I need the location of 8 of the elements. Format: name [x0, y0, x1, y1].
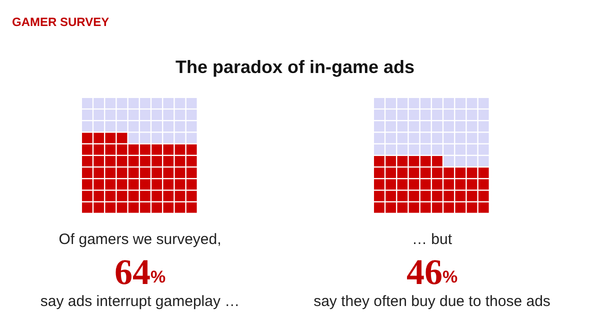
text: GAMER SURVEY: [12, 15, 110, 29]
text: … but: [412, 231, 453, 248]
category-label: say they often buy due to those ads: [314, 293, 550, 310]
category-label: say ads interrupt gameplay …: [40, 293, 240, 310]
text: The paradox of in-game ads: [175, 57, 415, 77]
text: Of gamers we surveyed,: [58, 231, 222, 248]
data-label: 46%: [406, 252, 458, 292]
data-label: 64%: [114, 252, 166, 292]
